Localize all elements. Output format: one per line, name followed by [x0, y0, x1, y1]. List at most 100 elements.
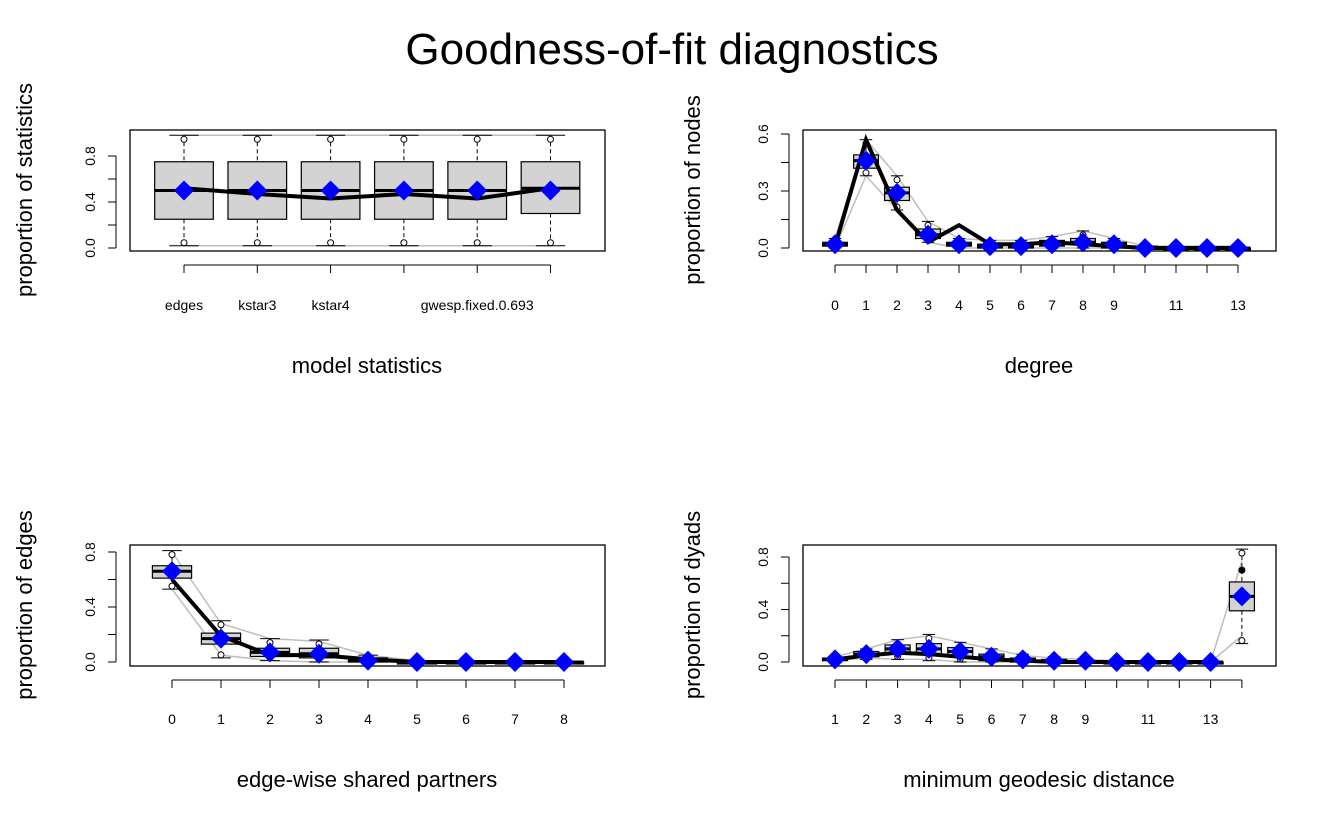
plot-frame [802, 544, 1277, 667]
model-mean-diamond [1200, 652, 1221, 672]
model-mean-diamond [1231, 586, 1252, 607]
x-axis-title: edge-wise shared partners [237, 767, 497, 792]
x-tick-label: 4 [955, 297, 963, 313]
outlier-point [253, 239, 261, 247]
x-axis-title: model statistics [292, 353, 442, 378]
outlier-point [1238, 549, 1246, 557]
x-tick-label: 4 [925, 711, 933, 727]
outlier-point [168, 582, 176, 590]
model-mean-diamond [950, 641, 971, 662]
model-mean-diamond [260, 642, 280, 663]
x-tick-label: 2 [862, 711, 870, 727]
upper-bound-line [171, 551, 564, 663]
y-tick-label: 0.0 [755, 238, 771, 258]
x-tick-label: 7 [511, 711, 519, 727]
y-tick-label: 0.4 [82, 192, 98, 212]
outlier-point [168, 551, 176, 559]
x-tick-label: 7 [1019, 711, 1027, 727]
model-mean-diamond [309, 643, 329, 664]
model-mean-diamond [358, 650, 378, 671]
panel-edge-wise-shared-partners: proportion of edges edge-wise shared par… [12, 510, 606, 792]
model-mean-diamond [1197, 238, 1217, 258]
x-tick-label: 2 [893, 297, 901, 313]
model-mean-diamond [1104, 234, 1124, 255]
model-mean-diamond [981, 646, 1002, 667]
model-mean-diamond [174, 180, 194, 201]
model-mean-diamond [918, 638, 939, 659]
plot-frame [129, 129, 606, 252]
y-axis-title: proportion of edges [12, 510, 37, 700]
x-tick-label: 5 [413, 711, 421, 727]
y-tick-label: 0.8 [755, 547, 771, 567]
x-tick-label: 1 [217, 711, 225, 727]
model-mean-diamond [162, 561, 182, 582]
model-mean-diamond [887, 638, 908, 659]
outlier-point [473, 135, 481, 143]
model-mean-diamond [1169, 652, 1190, 672]
y-tick-label: 0.6 [755, 124, 771, 144]
x-tick-label: 13 [1230, 297, 1246, 313]
panel-degree: proportion of nodes degree 0.0 0.3 0.6 0 1 2 3… [680, 95, 1277, 378]
model-mean-diamond [825, 649, 845, 670]
outlier-point [253, 135, 261, 143]
outlier-point [180, 239, 188, 247]
y-tick-label: 0.8 [82, 146, 98, 166]
y-tick-label: 0.4 [755, 600, 771, 620]
model-mean-diamond [856, 150, 876, 171]
x-tick-label: 5 [956, 711, 964, 727]
x-tick-label: 1 [862, 297, 870, 313]
x-tick-label: 3 [315, 711, 323, 727]
model-mean-diamond [1166, 238, 1186, 258]
model-mean-diamond [1073, 232, 1093, 253]
model-mean-diamond [856, 644, 877, 665]
x-tick-label: 11 [1141, 711, 1156, 727]
model-mean-diamond [505, 652, 525, 672]
x-tick-label: 8 [560, 711, 568, 727]
model-mean-diamond [949, 234, 969, 255]
main-title: Goodness-of-fit diagnostics [405, 25, 938, 74]
x-tick-label: gwesp.fixed.0.693 [421, 297, 534, 313]
plot-frame [129, 544, 606, 667]
model-mean-diamond [554, 652, 574, 672]
y-tick-label: 0.4 [82, 597, 98, 617]
model-mean-diamond [456, 652, 476, 672]
x-tick-label: edges [165, 297, 203, 313]
x-tick-label: 8 [1079, 297, 1087, 313]
y-tick-label: 0.3 [755, 181, 771, 201]
y-tick-label: 0.8 [82, 542, 98, 562]
x-tick-label: 5 [986, 297, 994, 313]
outlier-point [547, 135, 554, 143]
model-mean-diamond [1011, 236, 1031, 257]
x-tick-label: 1 [831, 711, 839, 727]
model-mean-diamond [247, 180, 268, 201]
x-tick-label: 6 [988, 711, 996, 727]
model-mean-diamond [1138, 652, 1158, 672]
outlier-point [893, 176, 901, 184]
y-tick-label: 0.0 [82, 238, 98, 258]
y-axis-title: proportion of statistics [12, 83, 37, 297]
model-mean-diamond [467, 180, 488, 201]
x-axis-title: minimum geodesic distance [903, 767, 1174, 792]
x-tick-label: 0 [831, 297, 839, 313]
plot-frame [802, 129, 1277, 252]
x-tick-label: 2 [266, 711, 274, 727]
model-mean-diamond [1012, 649, 1033, 670]
observed-line [183, 186, 551, 201]
y-tick-label: 0.0 [82, 652, 98, 672]
x-tick-label: 13 [1203, 711, 1219, 727]
x-tick-label: 3 [924, 297, 932, 313]
model-mean-diamond [1135, 238, 1155, 258]
model-mean-diamond [407, 652, 427, 672]
outlier-point [180, 135, 188, 143]
outlier-point [217, 621, 225, 629]
y-tick-label: 0.0 [755, 652, 771, 672]
x-axis-title: degree [1005, 353, 1074, 378]
model-mean-diamond [825, 234, 845, 255]
x-tick-label: 8 [1050, 711, 1058, 727]
outlier-point [862, 169, 870, 177]
x-tick-label: 9 [1082, 711, 1090, 727]
outlier-point [547, 239, 554, 247]
observed-point [1238, 566, 1246, 574]
x-tick-label: kstar4 [312, 297, 350, 313]
